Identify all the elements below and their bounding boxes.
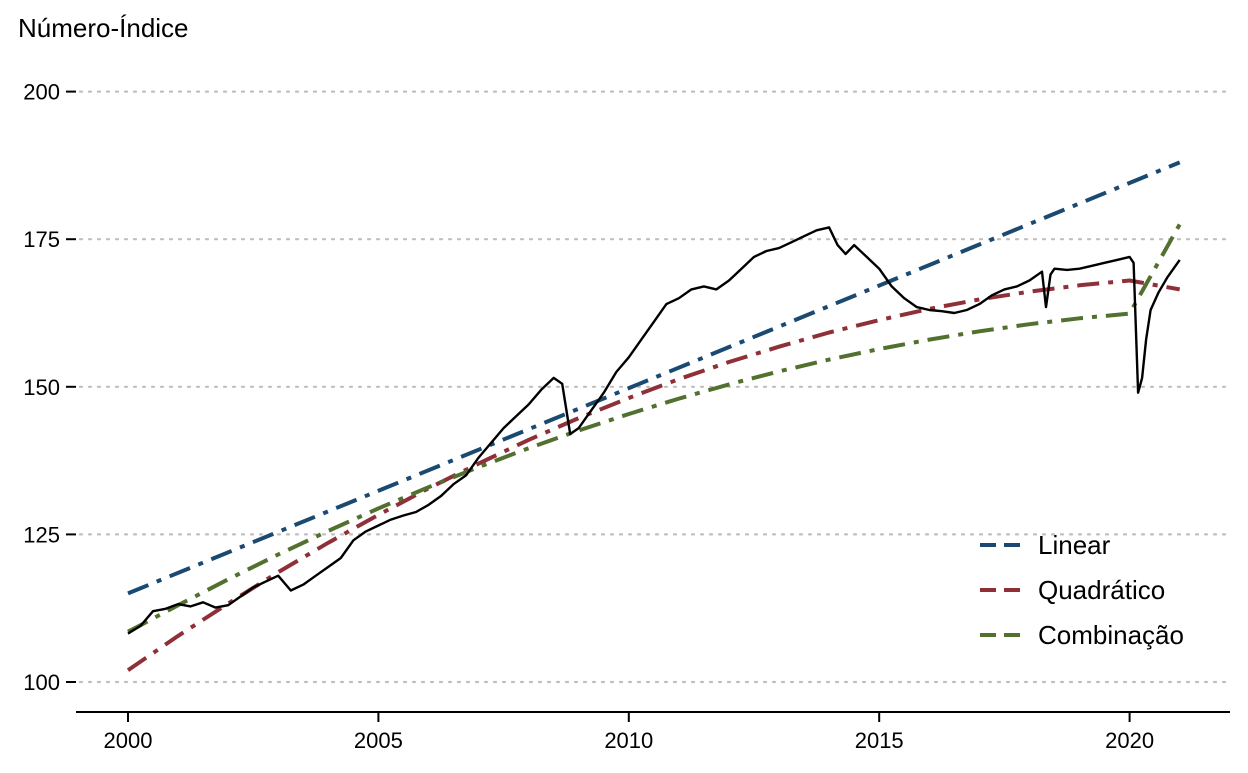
- legend: Linear Quadrático Combinação: [980, 530, 1184, 650]
- legend-label: Combinação: [1038, 620, 1184, 650]
- legend-label: Linear: [1038, 530, 1111, 560]
- y-tick-label: 100: [23, 670, 60, 695]
- y-tick-label: 200: [23, 80, 60, 105]
- series-lines: [126, 160, 1182, 672]
- x-tick-label: 2015: [855, 728, 904, 753]
- y-tick-label: 125: [23, 522, 60, 547]
- y-tick-label: 175: [23, 227, 60, 252]
- y-axis-title: Número-Índice: [18, 13, 189, 43]
- axes: 100 125 150 175 200 2000 2005 2010 2015 2020: [23, 80, 1230, 753]
- x-tick-label: 2000: [104, 728, 153, 753]
- x-tick-label: 2005: [354, 728, 403, 753]
- legend-label: Quadrático: [1038, 575, 1165, 605]
- y-tick-label: 150: [23, 375, 60, 400]
- x-tick-label: 2020: [1105, 728, 1154, 753]
- series-line-combinação: [127, 223, 1182, 634]
- series-line-quadrático: [126, 278, 1181, 672]
- observed-index-line: [127, 226, 1181, 635]
- x-tick-label: 2010: [604, 728, 653, 753]
- series-line-linear: [127, 160, 1181, 596]
